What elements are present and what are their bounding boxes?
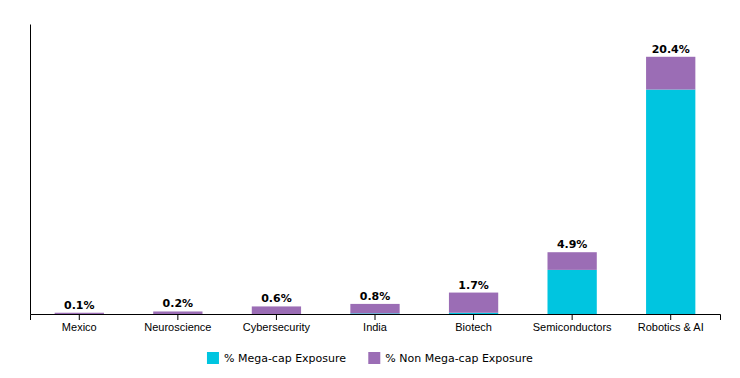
- x-tick-mark: [276, 314, 277, 320]
- plot: 0.1% 0.2% 0.6% 0.8% 1.7% 4.9% 20.4% Mexico Neuro…: [31, 25, 721, 333]
- x-tick-mark: [375, 314, 376, 320]
- bar-segment: [153, 311, 202, 314]
- x-tick: Biotech: [455, 314, 492, 333]
- total-label: 4.9%: [557, 238, 588, 251]
- bars: [55, 57, 696, 314]
- total-label: 1.7%: [458, 279, 489, 292]
- bar-segment: [548, 270, 597, 314]
- legend-item: % Non Mega-cap Exposure: [368, 352, 533, 365]
- bar-segment: [350, 304, 399, 313]
- x-tick-label: India: [363, 321, 388, 333]
- x-tick: Semiconductors: [533, 314, 612, 333]
- x-axis: Mexico Neuroscience Cybersecurity India Biot…: [31, 314, 721, 333]
- x-tick-label: Mexico: [62, 321, 97, 333]
- y-axis-line: [30, 25, 31, 315]
- legend-item: % Mega-cap Exposure: [207, 352, 346, 365]
- x-tick-mark: [670, 314, 671, 320]
- total-label: 20.4%: [652, 43, 690, 56]
- series-0: [350, 90, 695, 314]
- y-axis: [30, 25, 31, 315]
- total-labels: 0.1% 0.2% 0.6% 0.8% 1.7% 4.9% 20.4%: [64, 43, 690, 312]
- legend: % Mega-cap Exposure % Non Mega-cap Exposu…: [207, 352, 533, 365]
- legend-swatch: [207, 352, 219, 364]
- total-label: 0.8%: [360, 290, 391, 303]
- legend-label: % Non Mega-cap Exposure: [385, 352, 533, 365]
- legend-swatch: [368, 352, 380, 364]
- x-tick-mark: [79, 314, 80, 320]
- bar-segment: [252, 306, 301, 314]
- x-tick-mark: [473, 314, 474, 320]
- bar-segment: [646, 57, 695, 90]
- total-label: 0.6%: [261, 292, 292, 305]
- bar-segment: [449, 313, 498, 314]
- x-tick: India: [363, 314, 388, 333]
- x-tick: Cybersecurity: [243, 314, 311, 333]
- x-tick: Robotics & AI: [638, 314, 704, 333]
- x-tick: Mexico: [62, 314, 97, 333]
- total-label: 0.1%: [64, 299, 95, 312]
- x-tick-mark: [177, 314, 178, 320]
- legend-label: % Mega-cap Exposure: [224, 352, 346, 365]
- x-tick: Neuroscience: [144, 314, 211, 333]
- x-tick-label: Biotech: [455, 321, 492, 333]
- x-tick-label: Neuroscience: [144, 321, 211, 333]
- x-axis-line: [31, 315, 721, 321]
- x-tick-label: Semiconductors: [533, 321, 612, 333]
- chart: 0.1% 0.2% 0.6% 0.8% 1.7% 4.9% 20.4% Mexico Neuro…: [0, 0, 740, 378]
- bar-segment: [55, 314, 104, 315]
- x-tick-label: Cybersecurity: [243, 321, 311, 333]
- x-tick-mark: [572, 314, 573, 320]
- total-label: 0.2%: [163, 297, 194, 310]
- bar-segment: [548, 252, 597, 270]
- series-1: [55, 57, 696, 314]
- x-tick-label: Robotics & AI: [638, 321, 704, 333]
- bar-segment: [646, 90, 695, 314]
- bar-segment: [55, 313, 104, 314]
- bar-segment: [449, 293, 498, 313]
